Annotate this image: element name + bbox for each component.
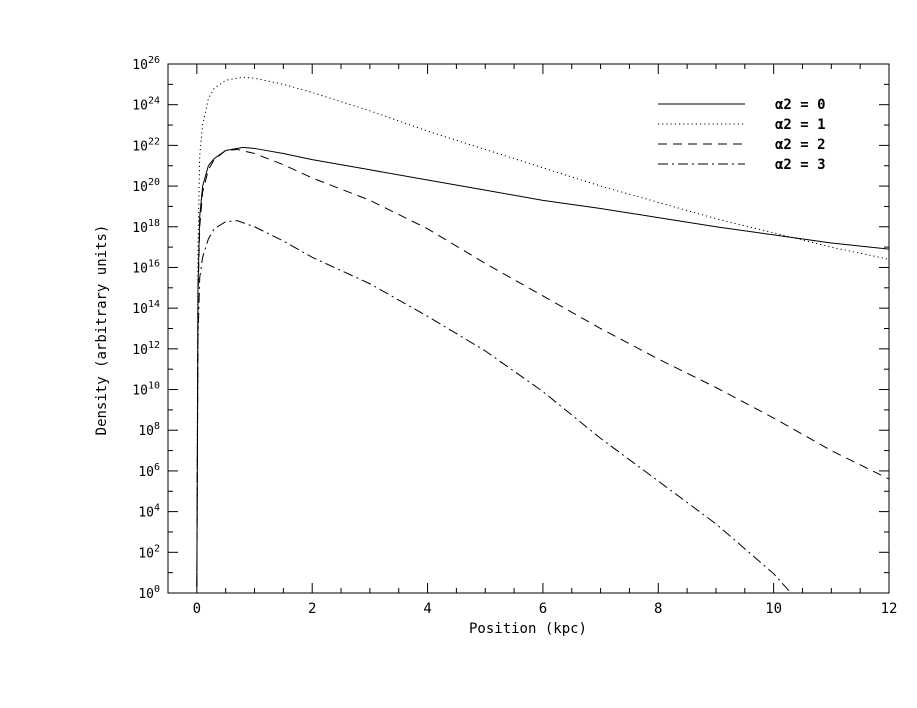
x-tick-label: 12 [881, 601, 898, 617]
x-tick-label: 6 [539, 601, 547, 617]
x-tick-label: 2 [308, 601, 316, 617]
y-tick-label: 1014 [132, 299, 160, 317]
legend-label: α2 = 0 [775, 97, 826, 113]
series-line-3 [196, 220, 792, 593]
y-tick-label: 1018 [132, 218, 160, 236]
y-tick-label: 102 [138, 543, 160, 561]
series-line-1 [196, 76, 889, 583]
series-line-0 [196, 146, 889, 587]
y-tick-label: 1010 [132, 381, 160, 399]
legend-label: α2 = 3 [775, 157, 826, 173]
y-tick-labels: 100 102 104 106 108 1010 1012 1014 1016 1018 1020 1… [132, 55, 160, 602]
series-lines [196, 76, 889, 593]
y-tick-label: 1022 [132, 136, 160, 154]
y-tick-label: 1012 [132, 340, 160, 358]
x-axis-label: Position (kpc) [469, 621, 587, 637]
y-tick-label: 1020 [132, 177, 160, 195]
y-tick-label: 1026 [132, 55, 160, 73]
series-line-2 [196, 148, 889, 587]
y-tick-label: 108 [138, 421, 160, 439]
x-tick-label: 0 [193, 601, 201, 617]
y-axis-label: Density (arbitrary units) [94, 225, 110, 436]
y-tick-label: 1024 [132, 96, 160, 114]
axis-ticks [167, 63, 890, 594]
x-tick-label: 10 [765, 601, 782, 617]
legend-label: α2 = 2 [775, 137, 826, 153]
x-tick-label: 4 [423, 601, 431, 617]
legend: α2 = 0 α2 = 1 α2 = 2 α2 = 3 [658, 97, 826, 173]
x-tick-labels: 0 2 4 6 8 10 12 [193, 601, 898, 617]
y-tick-label: 104 [138, 503, 160, 521]
y-tick-label: 1016 [132, 258, 160, 276]
y-tick-label: 100 [138, 584, 160, 602]
legend-label: α2 = 1 [775, 117, 826, 133]
x-tick-label: 8 [654, 601, 662, 617]
y-tick-label: 106 [138, 462, 160, 480]
